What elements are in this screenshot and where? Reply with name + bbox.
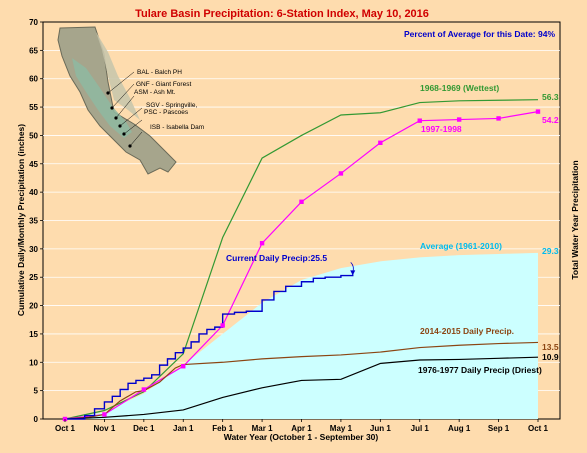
series-label: 1968-1969 (Wettest) [420,83,499,93]
series-marker [181,364,186,369]
right-axis-label: Total Water Year Precipitation [570,160,580,279]
station-markers [106,71,143,148]
series-line-1968-1969-wettest [64,99,539,420]
series-label: Average (1961-2010) [420,241,502,251]
chart-title: Tulare Basin Precipitation: 6-Station In… [135,8,429,20]
station-leader-line [123,119,143,135]
y-tick-label: 45 [29,160,38,169]
y-axis-ticks: 0 5 10 15 20 25 30 35 40 45 50 55 60 65 70 [29,18,43,424]
series-line-current-daily-precip-25-5 [65,274,354,420]
sierra-nevada [96,32,140,120]
station-leader-line [115,95,135,119]
y-tick-label: 50 [29,131,38,140]
x-tick-label: Oct 1 [55,424,76,433]
y-tick-label: 70 [29,18,38,27]
station-label: ASM - Ash Mt. [134,89,176,96]
percent-of-average-note: Percent of Average for this Date: 94% [404,29,555,39]
series-marker [535,109,541,114]
series-line-1976-1977-daily-precip-driest [64,356,539,420]
y-tick-label: 40 [29,188,38,197]
y-tick-label: 35 [29,217,38,226]
series-line-2014-2015-daily-precip [64,341,539,420]
y-tick-label: 15 [29,330,38,339]
station-leader-line [129,131,143,147]
y-tick-label: 5 [34,387,39,396]
x-tick-label: Oct 1 [528,424,549,433]
x-tick-label: Jul 1 [411,424,430,433]
station-label: BAL - Balch PH [137,69,182,76]
average-area [65,252,538,419]
end-value-label: 13.5 [542,342,559,352]
series-label: 2014-2015 Daily Precip. [420,326,514,336]
series-label: Current Daily Precip:25.5 [226,253,327,263]
series-marker [259,240,265,246]
series-label: 1976-1977 Daily Precip (Driest) [418,365,542,375]
series-label: 1997-1998 [421,124,462,134]
station-leader-line [111,83,135,109]
x-tick-label: Sep 1 [488,424,510,433]
station-label: SGV - Springville, [146,102,197,109]
end-value-label: 54.2 [542,115,559,125]
y-tick-label: 30 [29,245,38,254]
california-shape [57,26,177,175]
series-marker [338,171,344,176]
series-markers [62,109,541,422]
y-tick-label: 60 [29,75,38,84]
x-tick-label: Jan 1 [173,424,194,433]
series-marker [417,118,422,123]
series-labels: 1968-1969 (Wettest) 1997-1998 Average (196… [226,83,542,375]
x-axis-ticks: Oct 1 Nov 1 Dec 1 Jan 1 Feb 1 Mar 1 Apr 1 May 1… [55,419,549,433]
series-marker [220,323,225,328]
end-values: 56.3 54.2 29.3 13.510.9 [542,92,559,362]
station-label: GNF - Giant Forest [136,81,191,88]
x-tick-label: Apr 1 [291,424,312,433]
series-marker [456,117,462,122]
station-leader-line [119,107,143,127]
y-tick-label: 65 [29,46,38,55]
series-marker [378,140,383,146]
end-value-label: 10.9 [542,352,559,362]
series-marker [299,199,304,204]
series-marker [141,387,147,392]
station-leader-line [107,71,135,94]
series-marker [102,412,107,417]
end-value-label: 56.3 [542,92,559,102]
x-tick-label: Jun 1 [370,424,391,433]
station-label: PSC - Pascoes [144,109,189,116]
x-axis-label: Water Year (October 1 - September 30) [224,432,379,442]
current-pointer-arrow [350,270,356,276]
y-axis-label: Cumulative Daily/Monthly Precipitation (… [16,124,26,316]
x-tick-label: Feb 1 [212,424,233,433]
x-tick-label: Mar 1 [252,424,273,433]
y-tick-label: 0 [34,415,39,424]
x-tick-label: Nov 1 [94,424,116,433]
y-tick-label: 20 [29,302,38,311]
x-tick-label: May 1 [330,424,353,433]
station-label: ISB - Isabella Dam [150,124,204,131]
series-marker [496,116,501,121]
x-tick-label: Dec 1 [133,424,155,433]
y-tick-label: 55 [29,103,38,112]
average-area-fill [65,252,538,419]
x-tick-label: Aug 1 [448,424,471,433]
end-value-label: 29.3 [542,246,559,256]
y-tick-label: 25 [29,273,38,282]
y-tick-label: 10 [29,358,38,367]
